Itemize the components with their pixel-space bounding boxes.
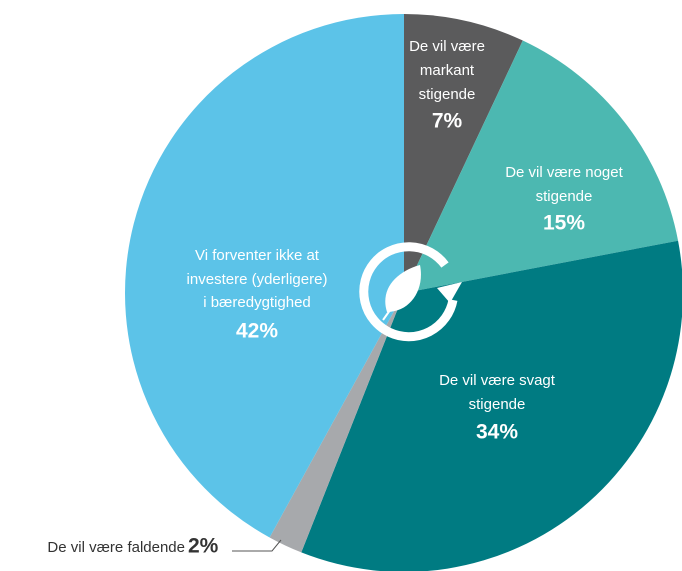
slice-label: De vil være svagt	[439, 372, 556, 389]
slice-label: stigende	[536, 188, 593, 205]
labels: De vil være markant stigende 7% De vil være …	[47, 38, 623, 558]
value-label: 2%	[188, 535, 219, 558]
slice-label: stigende	[419, 86, 476, 103]
center-icon	[359, 242, 462, 342]
value-label: 15%	[543, 212, 585, 235]
slice	[404, 14, 523, 293]
icon-arrow	[359, 242, 458, 342]
slice-label: De vil være faldende	[47, 539, 185, 556]
slice	[124, 14, 404, 538]
slice-label: De vil være	[409, 38, 485, 55]
leader-line	[232, 539, 282, 552]
slice-label: i bæredygtighed	[203, 294, 311, 311]
slice-label: stigende	[469, 396, 526, 413]
value-label: 34%	[476, 421, 518, 444]
slice-label: investere (yderligere)	[187, 271, 328, 288]
icon-arrowhead	[437, 282, 462, 303]
slice-label: markant	[420, 62, 475, 79]
slice	[301, 240, 682, 571]
slice-label: Vi forventer ikke at	[195, 247, 320, 264]
value-label: 42%	[236, 320, 278, 343]
value-label: 7%	[432, 110, 463, 133]
slice	[404, 40, 679, 293]
slice-label: De vil være noget	[505, 164, 623, 181]
icon-leaf-stem	[382, 281, 411, 321]
icon-leaf	[385, 265, 421, 312]
slice	[269, 293, 404, 553]
slices	[124, 14, 682, 571]
